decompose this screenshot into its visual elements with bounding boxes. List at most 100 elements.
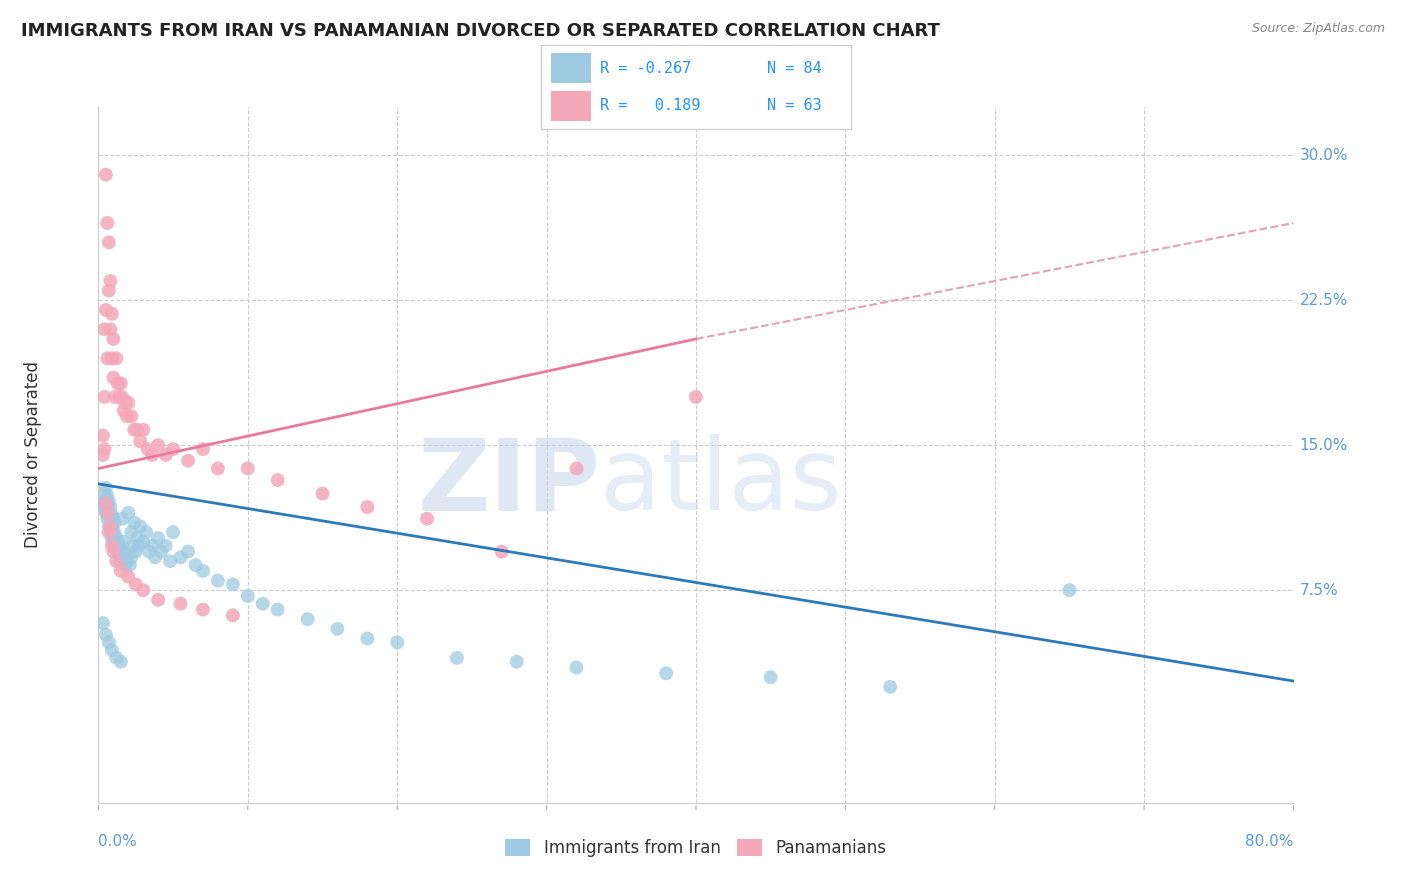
Point bbox=[879, 680, 901, 694]
Point bbox=[121, 539, 143, 553]
Point bbox=[97, 519, 120, 533]
Point bbox=[132, 423, 155, 437]
Point bbox=[267, 602, 290, 616]
Text: 15.0%: 15.0% bbox=[1299, 438, 1348, 453]
FancyBboxPatch shape bbox=[551, 54, 591, 83]
Text: 7.5%: 7.5% bbox=[1299, 582, 1339, 598]
Point bbox=[98, 519, 122, 533]
Point bbox=[169, 550, 191, 565]
Point bbox=[101, 307, 124, 321]
Point bbox=[138, 544, 160, 558]
Point bbox=[155, 539, 177, 553]
Point bbox=[94, 506, 117, 520]
Point bbox=[96, 489, 118, 503]
Point bbox=[94, 492, 117, 507]
Point bbox=[96, 500, 118, 514]
Point bbox=[565, 461, 588, 475]
Point bbox=[491, 544, 513, 558]
Point bbox=[98, 274, 122, 288]
Point bbox=[416, 511, 439, 525]
Point bbox=[129, 434, 152, 449]
Point bbox=[236, 461, 259, 475]
Point bbox=[120, 409, 142, 424]
Text: atlas: atlas bbox=[600, 434, 842, 532]
Point bbox=[120, 550, 142, 565]
Point bbox=[135, 525, 157, 540]
Point bbox=[177, 453, 200, 467]
Point bbox=[129, 519, 152, 533]
Text: N = 84: N = 84 bbox=[768, 61, 823, 76]
Point bbox=[108, 390, 131, 404]
Text: 80.0%: 80.0% bbox=[1246, 834, 1294, 848]
Point bbox=[141, 448, 163, 462]
Point bbox=[132, 534, 155, 549]
Point bbox=[111, 511, 134, 525]
Point bbox=[125, 544, 148, 558]
Point bbox=[93, 486, 115, 500]
Point bbox=[108, 550, 131, 565]
Text: N = 63: N = 63 bbox=[768, 98, 823, 113]
Point bbox=[177, 544, 200, 558]
Point bbox=[207, 574, 229, 588]
Point bbox=[101, 643, 124, 657]
Point bbox=[127, 531, 149, 545]
Point bbox=[96, 216, 118, 230]
Point bbox=[94, 628, 117, 642]
Point bbox=[103, 544, 125, 558]
Point bbox=[101, 508, 124, 522]
Point bbox=[97, 506, 120, 520]
Point bbox=[297, 612, 319, 626]
Point bbox=[150, 544, 173, 558]
Point bbox=[93, 390, 115, 404]
Point bbox=[108, 539, 131, 553]
Point bbox=[143, 550, 166, 565]
Point bbox=[101, 519, 124, 533]
Point bbox=[356, 632, 378, 646]
Point bbox=[91, 615, 114, 630]
Point bbox=[101, 539, 124, 553]
Point bbox=[191, 602, 214, 616]
Text: Source: ZipAtlas.com: Source: ZipAtlas.com bbox=[1251, 22, 1385, 36]
Point bbox=[159, 554, 181, 568]
Point bbox=[114, 546, 136, 561]
Point bbox=[96, 351, 118, 366]
Point bbox=[107, 376, 129, 391]
Point bbox=[101, 531, 124, 545]
Point bbox=[94, 481, 117, 495]
Point bbox=[114, 558, 136, 573]
Point bbox=[155, 448, 177, 462]
Point bbox=[98, 500, 122, 514]
Point bbox=[385, 635, 409, 649]
Point bbox=[236, 589, 259, 603]
Point bbox=[105, 531, 128, 545]
Point bbox=[91, 448, 114, 462]
Point bbox=[148, 438, 170, 452]
Point bbox=[759, 670, 782, 684]
Text: R =   0.189: R = 0.189 bbox=[600, 98, 700, 113]
Point bbox=[128, 539, 150, 553]
Text: 0.0%: 0.0% bbox=[98, 834, 138, 848]
Text: IMMIGRANTS FROM IRAN VS PANAMANIAN DIVORCED OR SEPARATED CORRELATION CHART: IMMIGRANTS FROM IRAN VS PANAMANIAN DIVOR… bbox=[21, 22, 941, 40]
Point bbox=[98, 511, 122, 525]
Point bbox=[98, 525, 122, 540]
Point bbox=[94, 168, 117, 182]
Point bbox=[93, 322, 115, 336]
Point bbox=[162, 442, 184, 457]
Point bbox=[110, 564, 132, 578]
Point bbox=[105, 651, 128, 665]
Text: 22.5%: 22.5% bbox=[1299, 293, 1348, 308]
Point bbox=[91, 428, 114, 442]
Point bbox=[191, 564, 214, 578]
Point bbox=[103, 370, 125, 384]
Point bbox=[184, 558, 207, 573]
Point bbox=[117, 570, 139, 584]
Point bbox=[111, 546, 134, 561]
Point bbox=[96, 506, 118, 520]
Point bbox=[125, 577, 148, 591]
Point bbox=[107, 546, 129, 561]
Point bbox=[162, 525, 184, 540]
Point bbox=[98, 322, 122, 336]
Point bbox=[104, 539, 127, 553]
Point bbox=[110, 376, 132, 391]
FancyBboxPatch shape bbox=[551, 91, 591, 120]
